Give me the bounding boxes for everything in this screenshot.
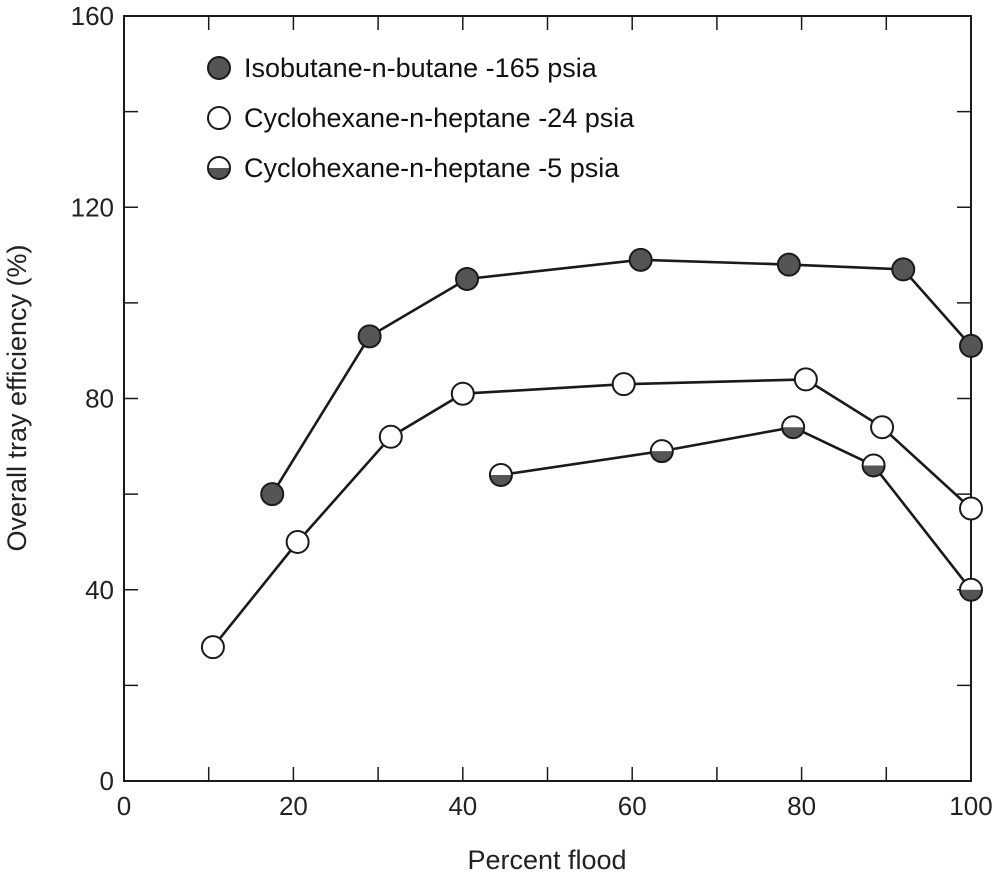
data-point-series-1 xyxy=(628,247,653,272)
x-tick-label: 40 xyxy=(448,791,477,821)
data-point-series-1 xyxy=(776,252,801,277)
y-tick-label: 160 xyxy=(71,1,114,31)
data-point-series-2 xyxy=(200,635,225,660)
x-tick-label: 60 xyxy=(618,791,647,821)
x-axis-title: Percent flood xyxy=(467,845,626,875)
data-point-series-1 xyxy=(455,266,480,291)
x-tick-label: 80 xyxy=(787,791,816,821)
series-markers xyxy=(200,247,983,660)
legend-label-1: Isobutane-n-butane -165 psia xyxy=(244,53,598,83)
data-point-series-3 xyxy=(488,463,513,487)
series-line-3 xyxy=(500,425,973,591)
data-point-series-2 xyxy=(378,424,403,449)
data-point-series-3 xyxy=(781,415,806,440)
y-tick-label: 40 xyxy=(85,575,114,605)
data-point-series-3 xyxy=(861,453,886,478)
data-point-series-2 xyxy=(450,381,475,406)
data-point-series-2 xyxy=(611,372,636,397)
data-point-series-2 xyxy=(285,529,310,554)
series-lines xyxy=(211,258,973,648)
data-point-series-3 xyxy=(649,439,674,464)
x-tick-label: 100 xyxy=(949,791,992,821)
legend-marker-2 xyxy=(207,106,231,130)
data-point-series-2 xyxy=(793,367,818,392)
y-tick-label: 0 xyxy=(100,766,114,796)
tick-labels: 0 20 40 60 80 100 0 40 80 120 160 xyxy=(71,1,993,821)
data-point-series-2 xyxy=(959,496,983,521)
y-axis-title: Overall tray efficiency (%) xyxy=(2,244,32,551)
data-point-series-1 xyxy=(891,257,916,282)
legend-label-3: Cyclohexane-n-heptane -5 psia xyxy=(244,153,620,183)
y-tick-label: 80 xyxy=(85,384,114,414)
x-tick-label: 20 xyxy=(279,791,308,821)
legend-marker-1 xyxy=(207,56,231,80)
data-point-series-3 xyxy=(959,577,983,602)
data-point-series-2 xyxy=(870,415,895,440)
legend-marker-3 xyxy=(207,156,231,180)
axis-ticks xyxy=(123,15,972,782)
data-point-series-1 xyxy=(357,324,382,349)
series-line-2 xyxy=(211,378,972,648)
legend: Isobutane-n-butane -165 psia Cyclohexane-… xyxy=(207,53,635,183)
y-tick-label: 120 xyxy=(71,192,114,222)
x-tick-label: 0 xyxy=(117,791,131,821)
legend-label-2: Cyclohexane-n-heptane -24 psia xyxy=(244,103,635,133)
data-point-series-1 xyxy=(959,333,983,358)
data-point-series-1 xyxy=(260,482,285,507)
